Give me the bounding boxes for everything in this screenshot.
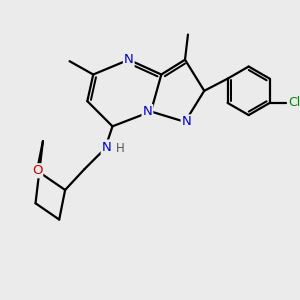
Text: Cl: Cl bbox=[288, 96, 300, 110]
Text: O: O bbox=[32, 164, 42, 177]
Text: N: N bbox=[182, 116, 191, 128]
Text: N: N bbox=[102, 140, 111, 154]
Text: H: H bbox=[116, 142, 125, 155]
Text: N: N bbox=[124, 53, 134, 66]
Text: N: N bbox=[142, 105, 152, 118]
